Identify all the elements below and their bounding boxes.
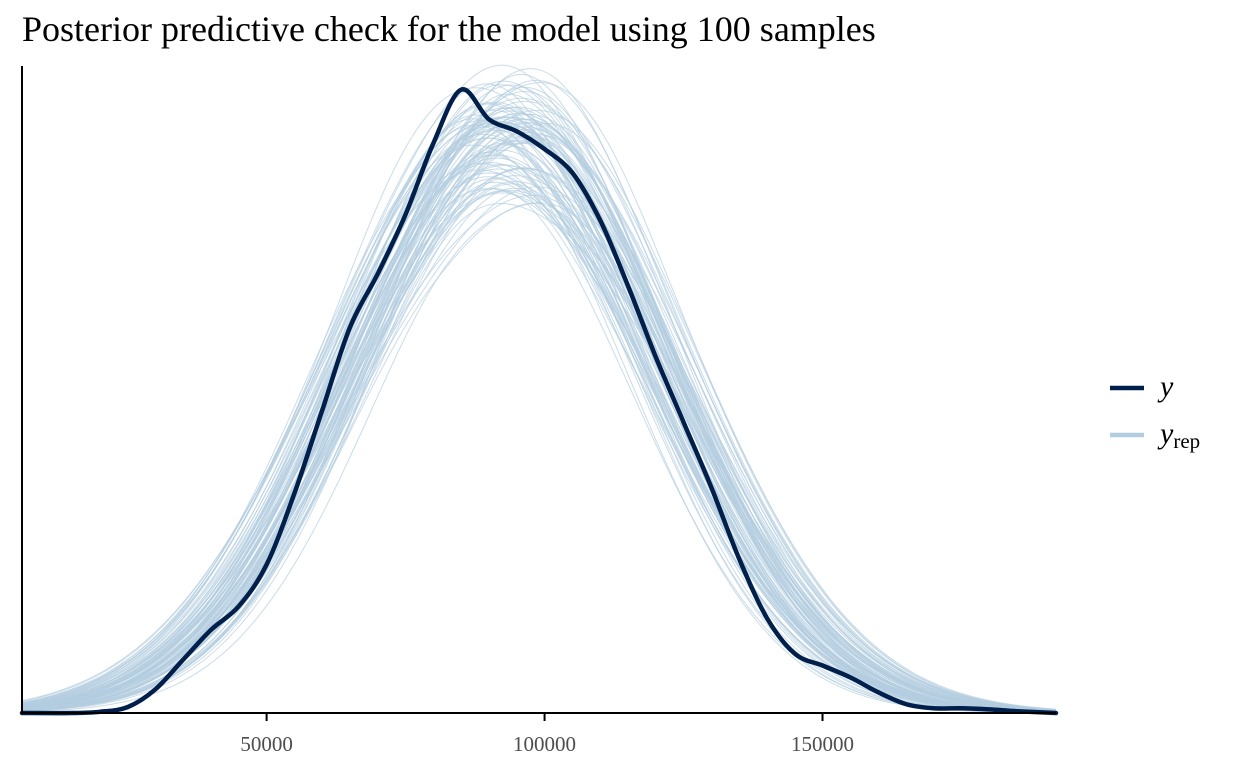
yrep-draw-line (21, 167, 1057, 711)
yrep-draw-line (21, 123, 1057, 713)
yrep-draw-line (21, 118, 1057, 714)
yrep-draw-line (21, 142, 1057, 713)
legend-label-yrep-subscript: rep (1173, 429, 1200, 453)
legend-label-y: y (1157, 370, 1174, 403)
yrep-draw-line (21, 112, 1057, 711)
observed-density-line (19, 87, 1059, 716)
yrep-draw-line (21, 144, 1057, 714)
yrep-draw-line (21, 68, 1057, 711)
yrep-draw-line (21, 129, 1057, 713)
yrep-draw-line (21, 172, 1057, 712)
yrep-draw-line (21, 83, 1057, 713)
x-tick-label: 150000 (791, 732, 854, 756)
yrep-draw-line (21, 123, 1057, 713)
yrep-draw-line (21, 121, 1057, 713)
x-tick-label: 50000 (240, 732, 293, 756)
yrep-draws (21, 64, 1057, 714)
legend: y yrep (1110, 370, 1200, 453)
yrep-draw-line (21, 194, 1057, 712)
yrep-draw-line (21, 188, 1057, 713)
x-axis-ticks: 50000 100000 150000 (240, 713, 854, 756)
yrep-draw-line (21, 131, 1057, 711)
yrep-draw-line (21, 79, 1057, 711)
yrep-draw-line (21, 144, 1057, 713)
chart-title: Posterior predictive check for the model… (22, 9, 876, 49)
legend-label-yrep: yrep (1157, 417, 1200, 453)
x-tick-label: 100000 (513, 732, 576, 756)
